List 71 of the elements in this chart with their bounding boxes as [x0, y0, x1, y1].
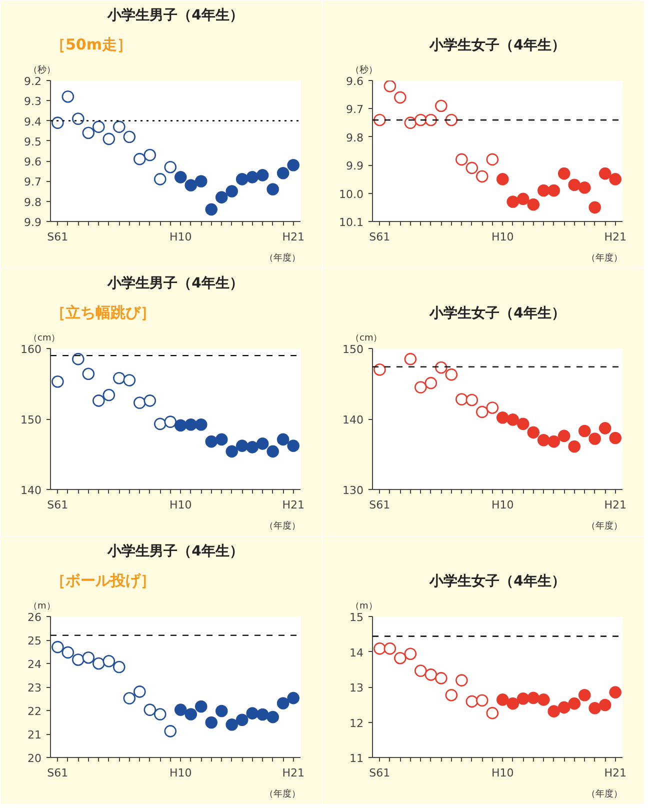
- x-tick-label: H10: [169, 230, 192, 244]
- x-tick-label: H21: [604, 498, 626, 512]
- x-tick-label: S61: [47, 230, 68, 244]
- y-tick-label: 14: [350, 646, 364, 660]
- x-tick-label: H21: [282, 230, 304, 244]
- x-axis-title: （年度）: [264, 252, 300, 264]
- x-axis-title: （年度）: [586, 520, 622, 532]
- y-tick-label: 26: [28, 611, 42, 624]
- y-tick-label: 24: [28, 658, 42, 671]
- y-tick-label: 9.9: [24, 216, 42, 229]
- x-tick-label: H21: [604, 230, 626, 244]
- y-tick-label: 11: [350, 752, 364, 765]
- y-tick-label: 9.9: [346, 160, 364, 173]
- x-tick-label: H21: [282, 766, 304, 780]
- x-tick-label: H10: [491, 230, 514, 244]
- x-tick-label: S61: [369, 766, 390, 780]
- y-tick-label: 9.6: [346, 75, 364, 88]
- chart-title: 小学生男子（4年生）: [106, 276, 244, 292]
- y-axis-title: （m）: [28, 602, 56, 612]
- y-tick-label: 9.7: [346, 103, 364, 116]
- x-axis-title: （年度）: [264, 788, 300, 800]
- x-tick-label: S61: [369, 230, 390, 244]
- y-tick-label: 21: [28, 728, 42, 742]
- chart-title: 小学生女子（4年生）: [428, 306, 566, 322]
- y-tick-label: 15: [350, 611, 364, 624]
- text: ［50m走］: [50, 36, 132, 54]
- y-tick-label: 9.3: [24, 95, 42, 108]
- y-tick-label: 20: [28, 752, 42, 765]
- y-tick-label: 9.7: [24, 176, 42, 189]
- x-tick-label: S61: [369, 498, 390, 512]
- y-tick-label: 10.0: [339, 188, 364, 201]
- y-tick-label: 13: [350, 682, 364, 694]
- y-axis-title: （m）: [350, 602, 378, 612]
- x-tick-label: H10: [169, 766, 192, 780]
- chart-title: 小学生男子（4年生）: [106, 8, 244, 24]
- x-tick-label: H21: [282, 498, 304, 512]
- y-tick-label: 9.2: [24, 75, 42, 88]
- y-tick-label: 12: [350, 716, 364, 730]
- y-axis-title: （秒）: [28, 64, 56, 76]
- y-tick-label: 9.4: [24, 115, 42, 128]
- y-tick-label: 25: [28, 634, 42, 648]
- y-tick-label: 150: [342, 343, 364, 356]
- y-tick-label: 9.6: [24, 156, 42, 169]
- y-axis-title: （cm）: [28, 334, 60, 344]
- x-tick-label: H21: [604, 766, 626, 780]
- y-axis-title: （cm）: [350, 334, 382, 344]
- x-tick-label: H10: [491, 498, 514, 512]
- y-axis-title: （秒）: [350, 64, 378, 76]
- y-tick-label: 140: [342, 414, 364, 426]
- y-tick-label: 150: [20, 414, 42, 426]
- chart-title: 小学生男子（4年生）: [106, 544, 244, 560]
- x-tick-label: H10: [491, 766, 514, 780]
- y-tick-label: 160: [20, 343, 42, 356]
- y-tick-label: 23: [28, 682, 42, 694]
- y-tick-label: 140: [20, 484, 42, 497]
- y-tick-label: 22: [28, 705, 42, 718]
- chart-title: 小学生女子（4年生）: [428, 38, 566, 54]
- text: ［ボール投げ］: [50, 572, 156, 590]
- x-tick-label: H10: [169, 498, 192, 512]
- y-tick-label: 9.8: [24, 196, 42, 209]
- y-tick-label: 9.8: [346, 131, 364, 144]
- y-tick-label: 9.5: [24, 135, 42, 148]
- y-tick-label: 10.1: [339, 216, 364, 229]
- x-axis-title: （年度）: [586, 252, 622, 264]
- y-tick-label: 130: [342, 484, 364, 497]
- chart-title: 小学生女子（4年生）: [428, 574, 566, 590]
- x-tick-label: S61: [47, 498, 68, 512]
- x-axis-title: （年度）: [586, 788, 622, 800]
- text: ［立ち幅跳び］: [50, 304, 156, 322]
- x-tick-label: S61: [47, 766, 68, 780]
- x-axis-title: （年度）: [264, 520, 300, 532]
